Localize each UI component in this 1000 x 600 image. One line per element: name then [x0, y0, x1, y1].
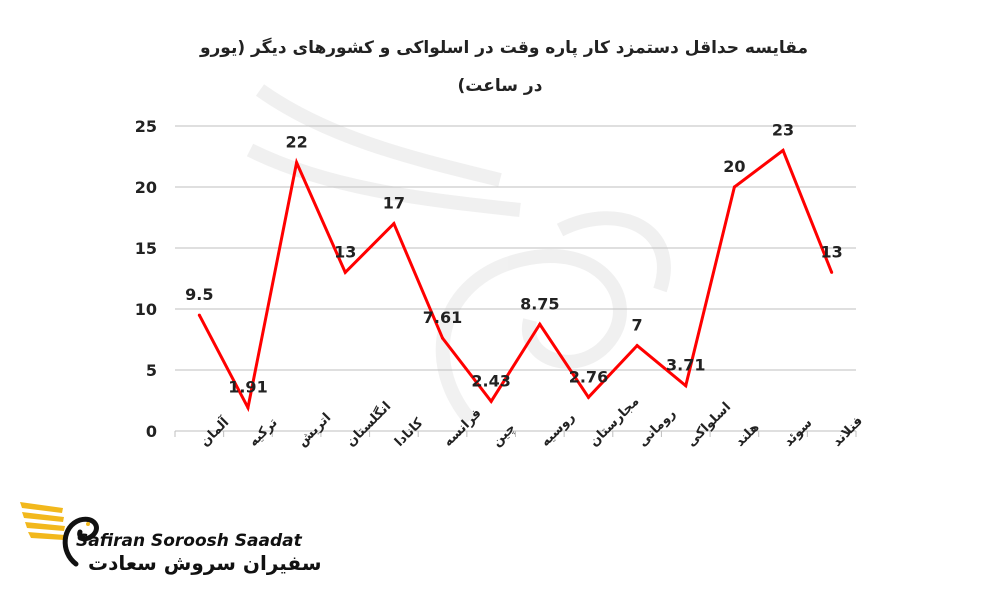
x-tick-label: ترکیه — [246, 415, 280, 449]
data-point — [684, 384, 688, 388]
data-label: 22 — [285, 133, 307, 152]
x-tick-label: چین — [489, 421, 518, 450]
brand-name-english: Safiran Soroosh Saadat — [76, 531, 302, 551]
data-label: 3.71 — [666, 356, 705, 375]
x-tick-label: کانادا — [392, 415, 426, 449]
swan-wing-logo-icon — [20, 502, 99, 567]
chart-title-line-2: در ساعت) — [457, 76, 543, 96]
y-tick-label: 0 — [146, 422, 157, 441]
watermark-swan-icon — [246, 84, 671, 425]
y-tick-label: 20 — [135, 178, 157, 197]
x-tick-label: انگلستان — [343, 398, 394, 449]
y-tick-label: 5 — [146, 361, 157, 380]
data-label: 7.61 — [423, 308, 462, 327]
brand-name-persian: سفیران سروش سعادت — [88, 551, 322, 575]
data-label: 2.76 — [569, 367, 608, 386]
series-line — [197, 148, 834, 413]
data-point — [781, 148, 785, 152]
y-tick-label: 25 — [135, 117, 157, 136]
data-point — [732, 185, 736, 189]
x-tick-label: هلند — [733, 420, 763, 450]
data-label: 9.5 — [185, 285, 213, 304]
x-tick-label: فنلاند — [830, 414, 866, 450]
data-label: 13 — [821, 242, 843, 261]
y-tick-label: 10 — [135, 300, 157, 319]
x-tick-label: اتریش — [295, 410, 334, 449]
x-tick-label: اسلواکی — [684, 400, 734, 450]
data-point — [441, 336, 445, 340]
data-point — [392, 222, 396, 226]
data-point — [635, 344, 639, 348]
data-point — [489, 399, 493, 403]
data-point — [197, 313, 201, 317]
data-label: 13 — [334, 242, 356, 261]
y-tick-label: 15 — [135, 239, 157, 258]
data-label: 8.75 — [520, 294, 559, 313]
x-tick-label: سوئد — [781, 416, 815, 450]
data-label: 23 — [772, 120, 794, 139]
data-label: 2.43 — [471, 371, 510, 390]
x-tick-label: آلمان — [196, 413, 232, 449]
x-tick-label: رومانی — [635, 406, 679, 450]
data-point — [586, 395, 590, 399]
data-label: 20 — [723, 157, 745, 176]
data-point — [295, 161, 299, 165]
data-point — [343, 270, 347, 274]
x-tick-label: روسیه — [538, 410, 578, 450]
data-point — [538, 322, 542, 326]
data-label: 7 — [632, 316, 643, 335]
chart-title-line-1: مقایسه حداقل دستمزد کار پاره وقت در اسلو… — [199, 38, 809, 58]
x-tick-label: مجارستان — [587, 394, 643, 450]
data-point — [246, 406, 250, 410]
data-point — [830, 270, 834, 274]
data-label: 17 — [383, 194, 405, 213]
data-label: 1.91 — [228, 378, 267, 397]
